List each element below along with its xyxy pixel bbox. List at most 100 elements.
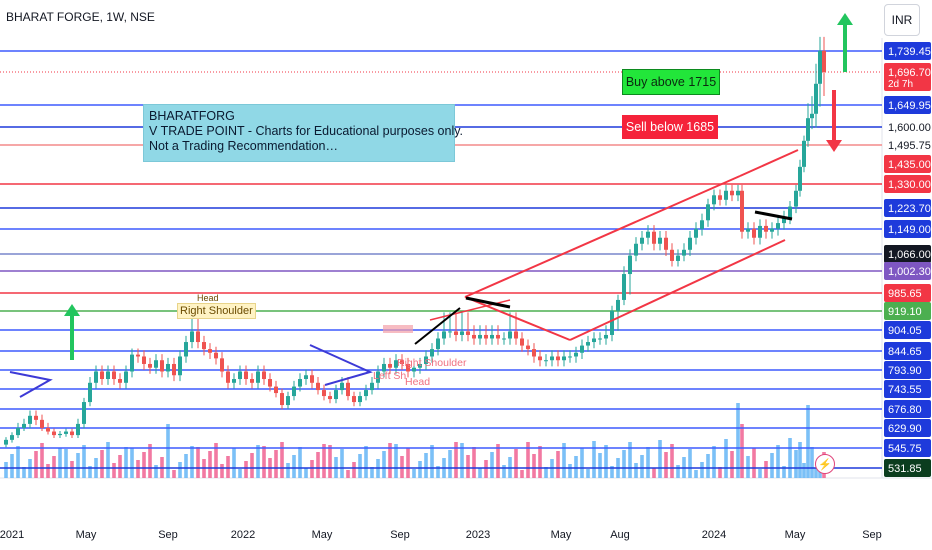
time-tick-label: Sep bbox=[158, 529, 178, 541]
volume-bar bbox=[598, 453, 602, 478]
arrow-up bbox=[837, 13, 853, 25]
time-tick-label: 2022 bbox=[231, 529, 255, 541]
volume-bar bbox=[328, 445, 332, 478]
volume-bar bbox=[214, 443, 218, 478]
candle bbox=[304, 375, 308, 380]
time-tick-label: May bbox=[312, 529, 333, 541]
candle bbox=[746, 228, 750, 232]
candle bbox=[268, 379, 272, 387]
candle bbox=[82, 402, 86, 424]
candle bbox=[262, 371, 266, 380]
candle bbox=[718, 195, 722, 200]
volume-bar bbox=[166, 424, 170, 478]
volume-bar bbox=[238, 469, 242, 478]
volume-bar bbox=[136, 460, 140, 478]
price-label: 531.85 bbox=[888, 463, 922, 475]
candle bbox=[196, 331, 200, 343]
candle bbox=[10, 435, 14, 440]
candle bbox=[788, 206, 792, 218]
price-label-bg bbox=[884, 302, 931, 320]
volume-bar bbox=[676, 465, 680, 478]
volume-bar bbox=[352, 462, 356, 478]
volume-bar bbox=[520, 470, 524, 478]
note-line: Not a Trading Recommendation… bbox=[149, 139, 338, 153]
volume-bar bbox=[580, 448, 584, 478]
volume-bar bbox=[34, 451, 38, 478]
trendline bbox=[465, 296, 511, 309]
volume-bar bbox=[340, 449, 344, 478]
disclaimer-note: BHARATFORG V TRADE POINT - Charts for Ed… bbox=[143, 104, 463, 162]
price-label-bg bbox=[884, 245, 931, 263]
time-tick-label: May bbox=[785, 529, 806, 541]
volume-bar bbox=[106, 442, 110, 478]
volume-bar bbox=[794, 450, 798, 478]
candle bbox=[532, 349, 536, 357]
volume-bar bbox=[688, 449, 692, 478]
volume-bar bbox=[640, 455, 644, 478]
volume-bar bbox=[622, 450, 626, 478]
candle bbox=[736, 190, 740, 196]
volume-bar bbox=[190, 446, 194, 478]
price-label: 1,223.70 bbox=[888, 203, 931, 215]
volume-bar bbox=[788, 438, 792, 478]
channel-left bbox=[464, 296, 571, 341]
candle bbox=[568, 356, 572, 358]
volume-bar bbox=[232, 448, 236, 478]
volume-bar bbox=[538, 446, 542, 478]
currency-button[interactable]: INR bbox=[884, 4, 920, 36]
candle bbox=[352, 396, 356, 403]
candle bbox=[454, 331, 458, 335]
price-label: 545.75 bbox=[888, 443, 922, 455]
volume-bar bbox=[382, 451, 386, 478]
volume-bar bbox=[478, 468, 482, 478]
volume-bar bbox=[226, 456, 230, 478]
candle bbox=[64, 431, 68, 434]
volume-bar bbox=[64, 449, 68, 478]
price-label-bg bbox=[884, 459, 931, 477]
right-shoulder-label-1: Right Shoulder bbox=[177, 303, 256, 319]
candle bbox=[376, 371, 380, 383]
candle bbox=[22, 423, 26, 428]
candle bbox=[322, 390, 326, 397]
candle bbox=[676, 255, 680, 261]
lightning-icon[interactable]: ⚡ bbox=[815, 454, 835, 474]
price-label: 1,739.45 bbox=[888, 46, 931, 58]
volume-bar bbox=[736, 403, 740, 478]
candle bbox=[670, 249, 674, 261]
candle bbox=[782, 217, 786, 224]
channel-upper-ext bbox=[739, 149, 799, 177]
time-tick-label: Sep bbox=[862, 529, 882, 541]
volume-bar bbox=[782, 466, 786, 478]
price-label-bg bbox=[884, 419, 931, 437]
price-label-bg bbox=[884, 262, 931, 280]
price-label: 1,435.00 bbox=[888, 159, 931, 171]
candle bbox=[256, 371, 260, 383]
volume-bar bbox=[514, 449, 518, 478]
candle bbox=[574, 352, 578, 357]
arrow-up bbox=[64, 304, 80, 316]
price-label: 793.90 bbox=[888, 365, 922, 377]
candle bbox=[794, 190, 798, 207]
candle bbox=[208, 349, 212, 353]
volume-bar bbox=[496, 444, 500, 478]
volume-bar bbox=[806, 405, 810, 478]
candle bbox=[538, 356, 542, 361]
candle bbox=[634, 243, 638, 256]
candle bbox=[610, 310, 614, 335]
price-label: 1,149.00 bbox=[888, 224, 931, 236]
chart-title: BHARAT FORGE, 1W, NSE bbox=[6, 10, 155, 24]
candle bbox=[508, 331, 512, 339]
volume-bar bbox=[448, 450, 452, 478]
volume-bar bbox=[286, 463, 290, 478]
volume-bar bbox=[610, 466, 614, 478]
price-label-bg bbox=[884, 380, 931, 398]
candle bbox=[70, 431, 74, 436]
candle bbox=[112, 371, 116, 380]
channel-upper bbox=[464, 175, 741, 298]
candle bbox=[364, 390, 368, 397]
head-label-1: Head bbox=[197, 293, 219, 303]
candle bbox=[562, 356, 566, 361]
arrow-down bbox=[826, 140, 842, 152]
volume-bar bbox=[82, 445, 86, 478]
